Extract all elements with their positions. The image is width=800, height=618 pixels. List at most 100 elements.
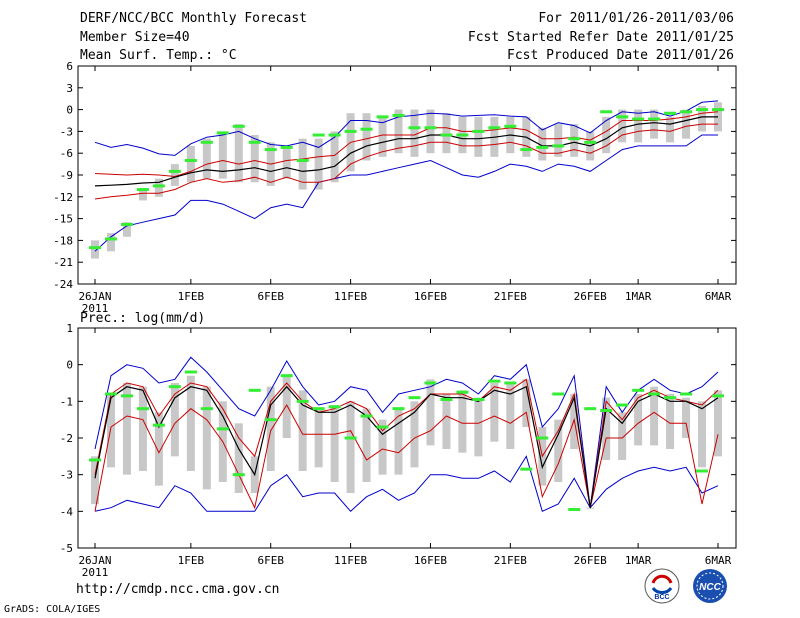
- temp-xlabel-0: 26JAN: [78, 290, 111, 303]
- temp-obs-28: [536, 145, 549, 149]
- grads-credit: GrADS: COLA/IGES: [4, 604, 101, 615]
- prec-box-36: [666, 394, 675, 449]
- temp-variable-label: Mean Surf. Temp.: °C: [80, 48, 237, 63]
- prec-line-mean: [94, 385, 719, 508]
- prec-obs-13: [296, 399, 309, 403]
- prec-xlabel-7: 1MAR: [625, 554, 652, 567]
- prec-obs-26: [504, 381, 517, 385]
- temp-ylabel-9: -21: [53, 256, 73, 269]
- prec-obs-24: [472, 398, 485, 401]
- temp-ylabel-10: -24: [53, 278, 73, 291]
- temp-obs-27: [520, 148, 533, 152]
- prec-box-2: [122, 383, 131, 475]
- temp-box-37: [682, 109, 691, 139]
- prec-line-max: [94, 356, 719, 508]
- temp-obs-16: [344, 129, 357, 133]
- temp-ylabel-8: -18: [53, 234, 73, 247]
- bcc-logo-text: BCC: [654, 594, 669, 601]
- prec-ylabel-6: -5: [60, 542, 73, 555]
- temp-line-lower: [94, 123, 718, 200]
- prec-box-23: [458, 390, 467, 453]
- prec-box-19: [394, 408, 403, 475]
- temp-obs-25: [488, 126, 501, 130]
- temp-box-13: [298, 138, 307, 190]
- temp-line-max: [94, 100, 719, 156]
- temp-box-15: [330, 131, 339, 183]
- temp-ylabel-0: 6: [66, 60, 73, 73]
- temp-box-22: [442, 113, 451, 154]
- ncc-logo-text: NCC: [699, 582, 721, 593]
- bcc-logo: BCC: [644, 568, 680, 604]
- temp-box-1: [106, 233, 115, 252]
- temp-box-18: [378, 116, 387, 157]
- temp-box-32: [602, 116, 611, 154]
- prec-obs-23: [456, 390, 469, 394]
- prec-ylabel-3: -2: [60, 432, 73, 445]
- prec-obs-15: [328, 405, 341, 409]
- temp-obs-19: [392, 113, 405, 117]
- temp-box-9: [234, 124, 243, 183]
- temp-box-29: [554, 124, 563, 157]
- prec-obs-25: [488, 379, 501, 383]
- prec-obs-5: [168, 385, 181, 389]
- temp-box-8: [218, 131, 227, 179]
- prec-xlabel-8: 6MAR: [705, 554, 732, 567]
- forecast-period-label: For 2011/01/26-2011/03/06: [538, 11, 734, 26]
- prec-box-13: [298, 390, 307, 471]
- temp-obs-2: [120, 222, 133, 226]
- ncc-logo: NCC: [693, 569, 727, 603]
- prec-box-18: [378, 419, 387, 475]
- temp-obs-31: [584, 140, 597, 144]
- temp-obs-9: [232, 124, 245, 128]
- temp-box-21: [426, 109, 435, 154]
- prec-obs-8: [216, 427, 229, 431]
- temp-obs-21: [424, 126, 437, 130]
- temp-box-5: [170, 164, 179, 186]
- temp-box-36: [666, 116, 675, 143]
- prec-xlabel-sub-0: 2011: [82, 566, 109, 579]
- prec-obs-36: [664, 396, 677, 400]
- prec-obs-18: [376, 425, 389, 429]
- temp-box-17: [362, 113, 371, 161]
- prec-xlabel-5: 21FEB: [494, 554, 527, 567]
- temp-obs-22: [440, 133, 453, 137]
- temp-ylabel-4: -6: [60, 147, 73, 160]
- temp-obs-38: [696, 108, 709, 112]
- prec-obs-19: [392, 407, 405, 411]
- temp-ylabel-7: -15: [53, 213, 73, 226]
- temp-ylabel-2: 0: [66, 104, 73, 117]
- member-size-label: Member Size=40: [80, 30, 190, 45]
- temp-obs-33: [616, 115, 629, 119]
- prec-ylabel-1: 0: [66, 359, 73, 372]
- temp-xlabel-7: 1MAR: [625, 290, 652, 303]
- prec-obs-16: [344, 436, 357, 440]
- temp-obs-30: [568, 137, 581, 141]
- temp-obs-34: [632, 117, 645, 121]
- prec-obs-11: [264, 418, 277, 422]
- temp-obs-37: [680, 110, 693, 114]
- temp-xlabel-6: 26FEB: [574, 290, 607, 303]
- produced-date-label: Fcst Produced Date 2011/01/26: [507, 48, 734, 63]
- temp-box-12: [282, 145, 291, 179]
- prec-obs-12: [280, 374, 293, 378]
- prec-obs-28: [536, 436, 549, 440]
- prec-box-33: [618, 412, 627, 460]
- temp-obs-32: [600, 110, 613, 114]
- prec-obs-32: [600, 409, 613, 412]
- temp-obs-4: [152, 184, 165, 188]
- prec-box-9: [234, 423, 243, 493]
- temp-box-38: [698, 105, 707, 132]
- prec-box-12: [282, 375, 291, 438]
- temp-line-upper: [94, 111, 719, 178]
- temp-box-0: [91, 240, 99, 259]
- temp-box-19: [394, 109, 403, 154]
- source-url[interactable]: http://cmdp.ncc.cma.gov.cn: [76, 582, 280, 597]
- temp-obs-0: [89, 246, 101, 250]
- prec-obs-17: [360, 414, 373, 418]
- prec-obs-38: [696, 469, 709, 473]
- prec-box-5: [170, 383, 179, 457]
- prec-box-14: [314, 408, 323, 468]
- prec-box-16: [346, 401, 355, 493]
- temp-obs-24: [472, 129, 485, 133]
